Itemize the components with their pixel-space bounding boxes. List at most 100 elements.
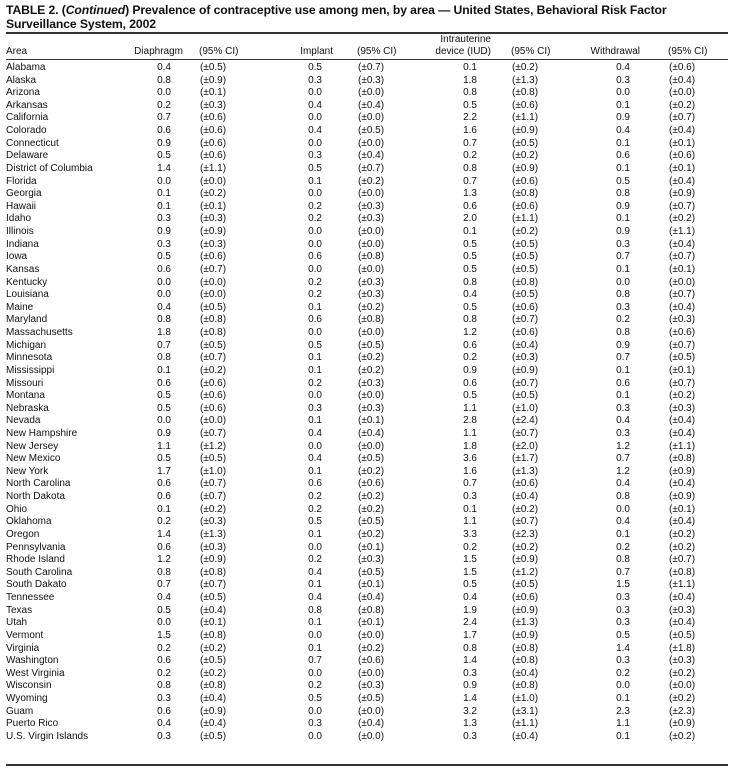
area-cell: Tennessee <box>6 592 55 604</box>
implant-value: 0.0 <box>308 137 322 149</box>
iud-ci: (±1.1) <box>512 213 539 225</box>
diaphragm-value: 1.4 <box>157 528 171 540</box>
withdrawal-ci: (±0.4) <box>669 125 696 137</box>
table-row: Arkansas 0.2 (±0.3) 0.4 (±0.4) 0.5 (±0.6) 0.1 (±… <box>0 100 732 113</box>
implant-ci: (±0.0) <box>358 629 385 641</box>
table-row: Arizona 0.0 (±0.1) 0.0 (±0.0) 0.8 (±0.8) 0.0 (±0… <box>0 87 732 100</box>
iud-value: 0.7 <box>463 137 477 149</box>
diaphragm-ci: (±0.2) <box>200 503 227 515</box>
table-row: Oklahoma 0.2 (±0.3) 0.5 (±0.5) 1.1 (±0.7) 0.4 (±… <box>0 516 732 529</box>
withdrawal-value: 0.0 <box>616 680 630 692</box>
area-cell: New York <box>6 465 49 477</box>
diaphragm-value: 0.6 <box>157 377 171 389</box>
diaphragm-ci: (±0.0) <box>200 289 227 301</box>
diaphragm-value: 0.2 <box>157 516 171 528</box>
withdrawal-ci: (±0.9) <box>669 718 696 730</box>
iud-ci: (±1.3) <box>512 617 539 629</box>
table-row: New Hampshire 0.9 (±0.7) 0.4 (±0.4) 1.1 (±0.7)… <box>0 428 732 441</box>
diaphragm-ci: (±0.5) <box>200 301 227 313</box>
diaphragm-value: 0.0 <box>157 617 171 629</box>
diaphragm-value: 1.1 <box>157 440 171 452</box>
table-row: Tennessee 0.4 (±0.5) 0.4 (±0.4) 0.4 (±0.6) 0.3 (… <box>0 592 732 605</box>
implant-value: 0.2 <box>308 680 322 692</box>
implant-ci: (±0.3) <box>358 402 385 414</box>
diaphragm-value: 0.3 <box>157 238 171 250</box>
area-cell: Louisiana <box>6 289 49 301</box>
diaphragm-ci: (±0.8) <box>200 680 227 692</box>
iud-ci: (±0.8) <box>512 680 539 692</box>
diaphragm-value: 0.6 <box>157 478 171 490</box>
area-cell: Utah <box>6 617 28 629</box>
iud-value: 0.8 <box>463 87 477 99</box>
withdrawal-ci: (±0.4) <box>669 617 696 629</box>
implant-ci: (±0.4) <box>358 99 385 111</box>
iud-value: 0.1 <box>463 226 477 238</box>
withdrawal-value: 0.7 <box>616 566 630 578</box>
implant-ci: (±0.4) <box>358 427 385 439</box>
iud-value: 0.2 <box>463 541 477 553</box>
implant-value: 0.4 <box>308 99 322 111</box>
area-cell: California <box>6 112 49 124</box>
area-cell: Alaska <box>6 74 37 86</box>
withdrawal-ci: (±0.7) <box>669 377 696 389</box>
iud-ci: (±0.9) <box>512 554 539 566</box>
table-row: Oregon 1.4 (±1.3) 0.1 (±0.2) 3.3 (±2.3) 0.1 (±0.… <box>0 529 732 542</box>
implant-ci: (±0.3) <box>358 554 385 566</box>
implant-ci: (±0.4) <box>358 150 385 162</box>
iud-value: 3.6 <box>463 453 477 465</box>
table-row: Colorado 0.6 (±0.6) 0.4 (±0.5) 1.6 (±0.9) 0.4 (±… <box>0 125 732 138</box>
implant-ci: (±0.5) <box>358 339 385 351</box>
area-cell: Georgia <box>6 188 42 200</box>
iud-value: 0.5 <box>463 390 477 402</box>
implant-ci: (±0.3) <box>358 74 385 86</box>
diaphragm-ci: (±0.7) <box>200 579 227 591</box>
withdrawal-value: 0.0 <box>616 276 630 288</box>
header-ci-implant: (95% CI) <box>357 46 397 57</box>
diaphragm-value: 0.0 <box>157 276 171 288</box>
table-row: Guam 0.6 (±0.9) 0.0 (±0.0) 3.2 (±3.1) 2.3 (±2.3) <box>0 706 732 719</box>
withdrawal-ci: (±0.2) <box>669 528 696 540</box>
withdrawal-ci: (±0.0) <box>669 680 696 692</box>
table-row: North Dakota 0.6 (±0.7) 0.2 (±0.2) 0.3 (±0.4) 0… <box>0 491 732 504</box>
diaphragm-value: 0.6 <box>157 125 171 137</box>
withdrawal-value: 0.9 <box>616 226 630 238</box>
diaphragm-ci: (±1.3) <box>200 528 227 540</box>
iud-ci: (±0.6) <box>512 175 539 187</box>
iud-value: 0.3 <box>463 730 477 742</box>
withdrawal-value: 0.9 <box>616 200 630 212</box>
implant-value: 0.0 <box>308 667 322 679</box>
iud-ci: (±0.9) <box>512 629 539 641</box>
implant-value: 0.4 <box>308 592 322 604</box>
implant-value: 0.2 <box>308 554 322 566</box>
implant-value: 0.2 <box>308 276 322 288</box>
diaphragm-value: 0.5 <box>157 604 171 616</box>
diaphragm-ci: (±0.1) <box>200 87 227 99</box>
withdrawal-value: 0.5 <box>616 629 630 641</box>
implant-value: 0.0 <box>308 440 322 452</box>
implant-ci: (±0.0) <box>358 188 385 200</box>
iud-ci: (±0.3) <box>512 352 539 364</box>
withdrawal-ci: (±0.1) <box>669 263 696 275</box>
withdrawal-ci: (±0.4) <box>669 427 696 439</box>
implant-ci: (±0.3) <box>358 289 385 301</box>
iud-value: 1.6 <box>463 465 477 477</box>
header-iud-line1: Intrauterine <box>440 34 491 45</box>
iud-ci: (±0.4) <box>512 491 539 503</box>
iud-ci: (±0.9) <box>512 604 539 616</box>
iud-value: 0.4 <box>463 289 477 301</box>
iud-ci: (±0.2) <box>512 150 539 162</box>
diaphragm-value: 0.5 <box>157 402 171 414</box>
iud-value: 0.5 <box>463 99 477 111</box>
iud-ci: (±0.2) <box>512 62 539 73</box>
iud-ci: (±0.4) <box>512 667 539 679</box>
diaphragm-value: 0.4 <box>157 301 171 313</box>
withdrawal-value: 0.3 <box>616 604 630 616</box>
header-ci-iud: (95% CI) <box>511 46 551 57</box>
area-cell: Florida <box>6 175 37 187</box>
area-cell: Virginia <box>6 642 40 654</box>
diaphragm-ci: (±0.9) <box>200 705 227 717</box>
implant-value: 0.5 <box>308 516 322 528</box>
withdrawal-ci: (±0.9) <box>669 188 696 200</box>
implant-value: 0.0 <box>308 541 322 553</box>
table-row: Indiana 0.3 (±0.3) 0.0 (±0.0) 0.5 (±0.5) 0.3 (±0… <box>0 239 732 252</box>
